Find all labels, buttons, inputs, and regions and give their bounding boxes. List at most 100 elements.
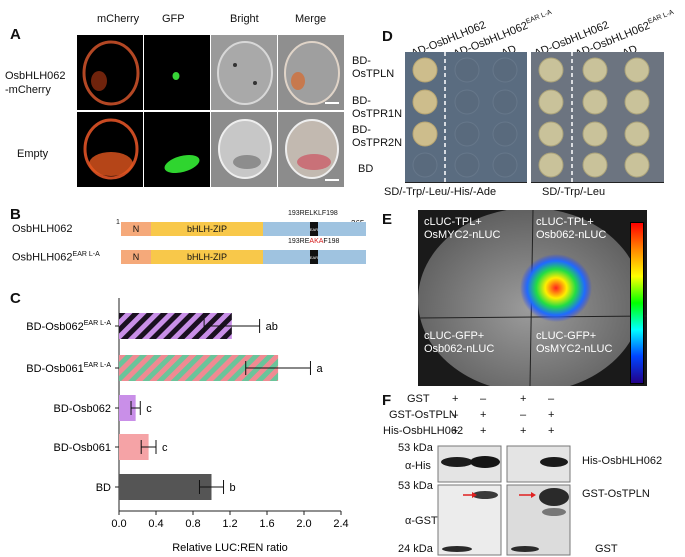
- plate-column-label-sup: EAR L-A: [524, 8, 553, 26]
- lane-sign: +: [548, 425, 555, 437]
- micrograph-gfp-row1: [144, 35, 210, 110]
- marker-53kda-his: 53 kDa: [398, 442, 433, 454]
- lane-sign: +: [452, 393, 459, 405]
- micrograph-merge-row2: [278, 112, 344, 187]
- motif-ear: 193REAKAF198: [288, 238, 339, 245]
- yeast-colony: [454, 152, 480, 178]
- yeast-colony: [624, 57, 650, 83]
- domain-start-number: 1: [116, 219, 120, 226]
- y-tick-label-base: BD-Osb062: [54, 403, 111, 415]
- yeast-colony: [454, 57, 480, 83]
- lane-sign: –: [452, 409, 459, 421]
- plate-row-label-3: BD- OsTPR2N: [352, 124, 403, 149]
- micrograph-mcherry-row1: [77, 35, 143, 110]
- significance-letter: a: [316, 363, 323, 375]
- domain-n: N: [121, 222, 151, 236]
- motif-wt-prefix: 193R: [288, 210, 305, 217]
- y-tick-label-sup: EAR L-A: [84, 362, 112, 369]
- lane-sign: –: [548, 393, 555, 405]
- western-blots: [437, 445, 571, 556]
- x-tick-label: 2.0: [296, 518, 311, 530]
- yeast-colony: [582, 121, 608, 147]
- domain-n: N: [121, 250, 151, 264]
- plate-row-label-1: BD- OsTPLN: [352, 55, 395, 80]
- plate-row-label-4: BD: [358, 163, 374, 175]
- significance-letter: ab: [266, 321, 278, 333]
- construct-name-ear-base: OsbHLH062: [12, 251, 73, 264]
- y-tick-label: BD: [96, 482, 111, 494]
- y-tick-label: BD-Osb061EAR L-A: [26, 362, 111, 375]
- yeast-colony: [412, 89, 438, 115]
- lane-row-label-gst: GST: [407, 393, 430, 405]
- construct-name-ear-sup: EAR L-A: [72, 251, 100, 258]
- lane-sign: +: [452, 425, 459, 437]
- yeast-colony: [624, 89, 650, 115]
- yeast-colony: [454, 121, 480, 147]
- micrograph-mcherry-row2: [77, 112, 143, 187]
- panel-f-label: F: [382, 392, 392, 409]
- lane-row-label-his: His-OsbHLH062: [383, 425, 464, 437]
- band-label-gst: GST: [595, 543, 618, 555]
- channel-label-mcherry: mCherry: [97, 13, 140, 25]
- panel-d-label: D: [382, 28, 393, 45]
- marker-24kda-gst: 24 kDa: [398, 543, 433, 555]
- panel-c-label: C: [10, 290, 21, 307]
- lane-sign: +: [520, 425, 527, 437]
- y-tick-label-base: BD-Osb061: [54, 442, 111, 454]
- x-tick-label: 0.8: [185, 518, 200, 530]
- domain-ear: EAR: [310, 250, 318, 264]
- x-tick-label: 2.4: [333, 518, 348, 530]
- lane-sign: –: [520, 409, 527, 421]
- plate-row-label-2: BD- OsTPR1N: [352, 95, 403, 120]
- lane-sign: +: [480, 409, 487, 421]
- channel-label-gfp: GFP: [162, 13, 185, 25]
- channel-label-bright: Bright: [230, 13, 259, 25]
- yeast-colony: [582, 152, 608, 178]
- x-tick-label: 0.0: [111, 518, 126, 530]
- domain-ear-text: EAR: [309, 226, 319, 232]
- significance-letter: c: [162, 442, 168, 454]
- motif-wt: 193RELKLF198: [288, 210, 338, 217]
- panel-b-label: B: [10, 206, 21, 223]
- micrograph-bright-row1: [211, 35, 277, 110]
- row-label-empty: Empty: [17, 148, 49, 160]
- yeast-colony: [412, 121, 438, 147]
- quadrant-label-4: cLUC-GFP+ OsMYC2-nLUC: [536, 330, 613, 355]
- x-tick-label: 1.2: [222, 518, 237, 530]
- yeast-colony: [538, 57, 564, 83]
- yeast-colony: [492, 89, 518, 115]
- marker-53kda-gst: 53 kDa: [398, 480, 433, 492]
- domain-ear: EAR: [310, 222, 318, 236]
- yeast-colony: [492, 152, 518, 178]
- y-tick-label: BD-Osb061: [54, 442, 111, 454]
- domain-bar-ear: N bHLH-ZIP C EAR: [121, 250, 366, 264]
- domain-bhlh-zip: bHLH-ZIP: [151, 250, 263, 264]
- blot-label-anti-gst: α-GST: [405, 515, 438, 527]
- construct-name-wt: OsbHLH062: [12, 223, 73, 235]
- plate-underline-1: [405, 182, 527, 183]
- domain-bar-wt: N bHLH-ZIP C EAR: [121, 222, 366, 236]
- bar-chart: 0.0 0.4 0.8 1.2 1.6 2.0 2.4 Relative LUC:REN ra…: [26, 298, 349, 554]
- row-label-osbhlh062-mcherry: OsbHLH062 -mCherry: [5, 70, 66, 96]
- y-tick-label-sup: EAR L-A: [84, 320, 112, 327]
- lane-row-label-gst-ostpln: GST-OsTPLN: [389, 409, 457, 421]
- construct-name-wt-base: OsbHLH062: [12, 223, 73, 235]
- luciferase-leaf-image: cLUC-TPL+ OsMYC2-nLUC cLUC-TPL+ Osb062-n…: [418, 210, 647, 386]
- domain-bhlh-zip: bHLH-ZIP: [151, 222, 263, 236]
- yeast-colony: [624, 121, 650, 147]
- y-tick-label: BD-Osb062EAR L-A: [26, 320, 111, 333]
- band-label-gst-ostpln: GST-OsTPLN: [582, 488, 650, 500]
- significance-letter: c: [146, 403, 152, 415]
- quadrant-label-2: cLUC-TPL+ Osb062-nLUC: [536, 216, 607, 241]
- channel-label-merge: Merge: [295, 13, 327, 25]
- yeast-colony: [454, 89, 480, 115]
- yeast-colony: [624, 152, 650, 178]
- quadrant-label-1: cLUC-TPL+ OsMYC2-nLUC: [424, 216, 501, 241]
- motif-wt-suffix: 198: [326, 210, 338, 217]
- x-tick-label: 0.4: [148, 518, 163, 530]
- panel-a-label: A: [10, 26, 21, 43]
- intensity-colorbar: [630, 222, 644, 384]
- panel-e-label: E: [382, 211, 393, 228]
- yeast-colony: [538, 121, 564, 147]
- lane-sign: +: [480, 425, 487, 437]
